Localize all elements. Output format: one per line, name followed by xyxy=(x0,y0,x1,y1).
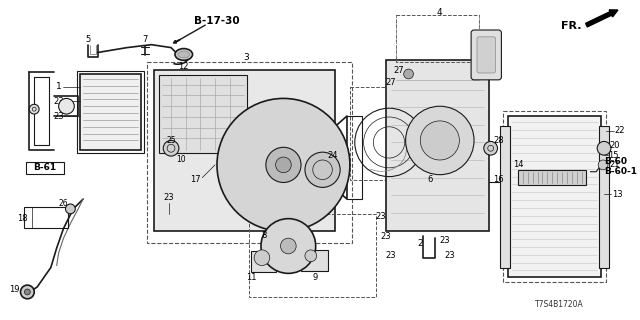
Circle shape xyxy=(254,250,270,266)
Bar xyxy=(251,251,276,272)
Text: 10: 10 xyxy=(176,156,186,164)
Circle shape xyxy=(24,289,30,295)
Text: 5: 5 xyxy=(85,35,91,44)
Text: 25: 25 xyxy=(166,136,176,145)
Text: 27: 27 xyxy=(394,66,404,75)
Bar xyxy=(80,74,141,150)
Text: 17: 17 xyxy=(190,175,201,184)
Text: 27: 27 xyxy=(386,78,396,87)
Circle shape xyxy=(406,106,474,175)
Text: B-61: B-61 xyxy=(33,163,56,172)
Text: B-17-30: B-17-30 xyxy=(194,16,240,26)
Text: 1: 1 xyxy=(56,82,61,91)
Text: B-60-1: B-60-1 xyxy=(604,167,637,176)
FancyBboxPatch shape xyxy=(477,37,495,73)
Circle shape xyxy=(280,238,296,254)
Ellipse shape xyxy=(178,51,189,58)
Circle shape xyxy=(420,121,460,160)
Text: 23: 23 xyxy=(53,97,64,106)
Circle shape xyxy=(20,285,34,299)
Text: 4: 4 xyxy=(437,8,443,17)
Circle shape xyxy=(217,99,350,231)
Bar xyxy=(24,207,68,228)
Bar xyxy=(508,116,601,277)
Circle shape xyxy=(597,141,611,155)
Ellipse shape xyxy=(175,49,193,60)
Text: T7S4B1720A: T7S4B1720A xyxy=(534,300,584,309)
Bar xyxy=(396,15,479,62)
Text: FR.: FR. xyxy=(561,21,582,31)
Text: 26: 26 xyxy=(59,199,68,209)
Circle shape xyxy=(484,141,497,155)
Bar xyxy=(518,170,586,185)
Bar xyxy=(159,75,247,153)
Circle shape xyxy=(261,219,316,273)
Bar xyxy=(301,250,328,271)
Text: 15: 15 xyxy=(609,151,619,160)
Text: 16: 16 xyxy=(493,175,504,184)
Circle shape xyxy=(65,204,76,214)
FancyBboxPatch shape xyxy=(471,30,501,80)
Text: 13: 13 xyxy=(612,190,623,199)
Text: B-60: B-60 xyxy=(604,157,627,166)
Text: 23: 23 xyxy=(376,212,387,221)
Circle shape xyxy=(266,147,301,182)
Circle shape xyxy=(29,104,39,114)
Text: 23: 23 xyxy=(440,236,450,245)
Text: 20: 20 xyxy=(609,141,620,150)
Bar xyxy=(147,62,352,243)
Bar xyxy=(350,87,428,180)
Bar xyxy=(500,126,510,268)
Text: 22: 22 xyxy=(614,126,625,135)
Text: 24: 24 xyxy=(327,151,337,160)
Text: 23: 23 xyxy=(444,251,455,260)
FancyArrow shape xyxy=(586,10,618,27)
Text: 11: 11 xyxy=(246,273,257,282)
Bar xyxy=(599,126,609,268)
Circle shape xyxy=(305,152,340,188)
Text: 7: 7 xyxy=(142,35,147,44)
Text: 12: 12 xyxy=(179,62,189,71)
Text: 28: 28 xyxy=(493,136,504,145)
Bar xyxy=(154,70,335,231)
Text: 23: 23 xyxy=(381,232,392,241)
Text: 2: 2 xyxy=(417,239,423,248)
Text: 14: 14 xyxy=(513,160,524,169)
Text: 21: 21 xyxy=(609,160,620,169)
Bar xyxy=(504,111,606,282)
Circle shape xyxy=(598,160,608,170)
Circle shape xyxy=(305,250,317,262)
Text: 23: 23 xyxy=(386,251,396,260)
Text: 23: 23 xyxy=(53,111,64,121)
Bar xyxy=(77,71,143,153)
Bar xyxy=(249,214,376,297)
Text: 9: 9 xyxy=(312,273,317,282)
Circle shape xyxy=(404,69,413,79)
FancyArrow shape xyxy=(173,40,180,43)
Circle shape xyxy=(276,157,291,173)
Text: 8: 8 xyxy=(261,231,267,240)
Circle shape xyxy=(163,140,179,156)
Text: 6: 6 xyxy=(428,175,433,184)
Text: 19: 19 xyxy=(9,285,20,294)
Text: 18: 18 xyxy=(17,214,28,223)
Text: 23: 23 xyxy=(164,193,175,202)
Text: 3: 3 xyxy=(243,53,249,62)
Circle shape xyxy=(59,99,74,114)
Bar xyxy=(26,162,63,174)
Bar xyxy=(386,60,489,231)
